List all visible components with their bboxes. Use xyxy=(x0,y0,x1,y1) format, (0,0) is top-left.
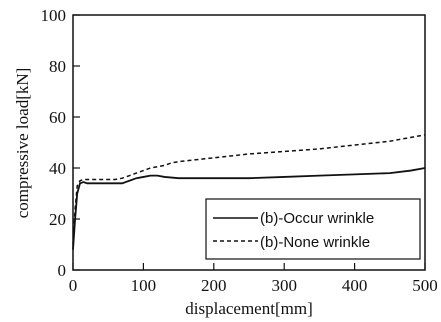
y-tick-label-5: 100 xyxy=(41,6,67,25)
legend-label-none-wrinkle: (b)-None wrinkle xyxy=(260,234,370,251)
x-tick-label-0: 0 xyxy=(69,276,78,295)
x-tick-label-3: 300 xyxy=(271,276,297,295)
y-tick-label-4: 80 xyxy=(49,57,66,76)
x-tick-label-5: 500 xyxy=(412,276,438,295)
x-tick-label-1: 100 xyxy=(131,276,157,295)
y-tick-label-1: 20 xyxy=(49,210,66,229)
x-tick-label-2: 200 xyxy=(201,276,227,295)
series-lines xyxy=(72,134,426,250)
series-line-none-wrinkle xyxy=(72,134,426,245)
legend: (b)-Occur wrinkle (b)-None wrinkle xyxy=(205,198,421,260)
x-tick-label-4: 400 xyxy=(342,276,368,295)
x-axis-ticks xyxy=(72,263,426,270)
y-axis-tick-labels: 0 20 40 60 80 100 xyxy=(41,6,67,280)
y-axis-ticks xyxy=(73,14,80,271)
y-tick-label-0: 0 xyxy=(58,261,67,280)
legend-label-occur-wrinkle: (b)-Occur wrinkle xyxy=(260,210,374,227)
x-axis-label: displacement[mm] xyxy=(185,299,312,318)
x-axis-tick-labels: 0 100 200 300 400 500 xyxy=(69,276,438,295)
y-tick-label-3: 60 xyxy=(49,108,66,127)
y-tick-label-2: 40 xyxy=(49,159,66,178)
y-axis-label: compressive load[kN] xyxy=(13,68,32,219)
plot-area-frame xyxy=(72,14,426,271)
series-line-occur-wrinkle xyxy=(72,167,426,250)
legend-box xyxy=(205,198,421,260)
